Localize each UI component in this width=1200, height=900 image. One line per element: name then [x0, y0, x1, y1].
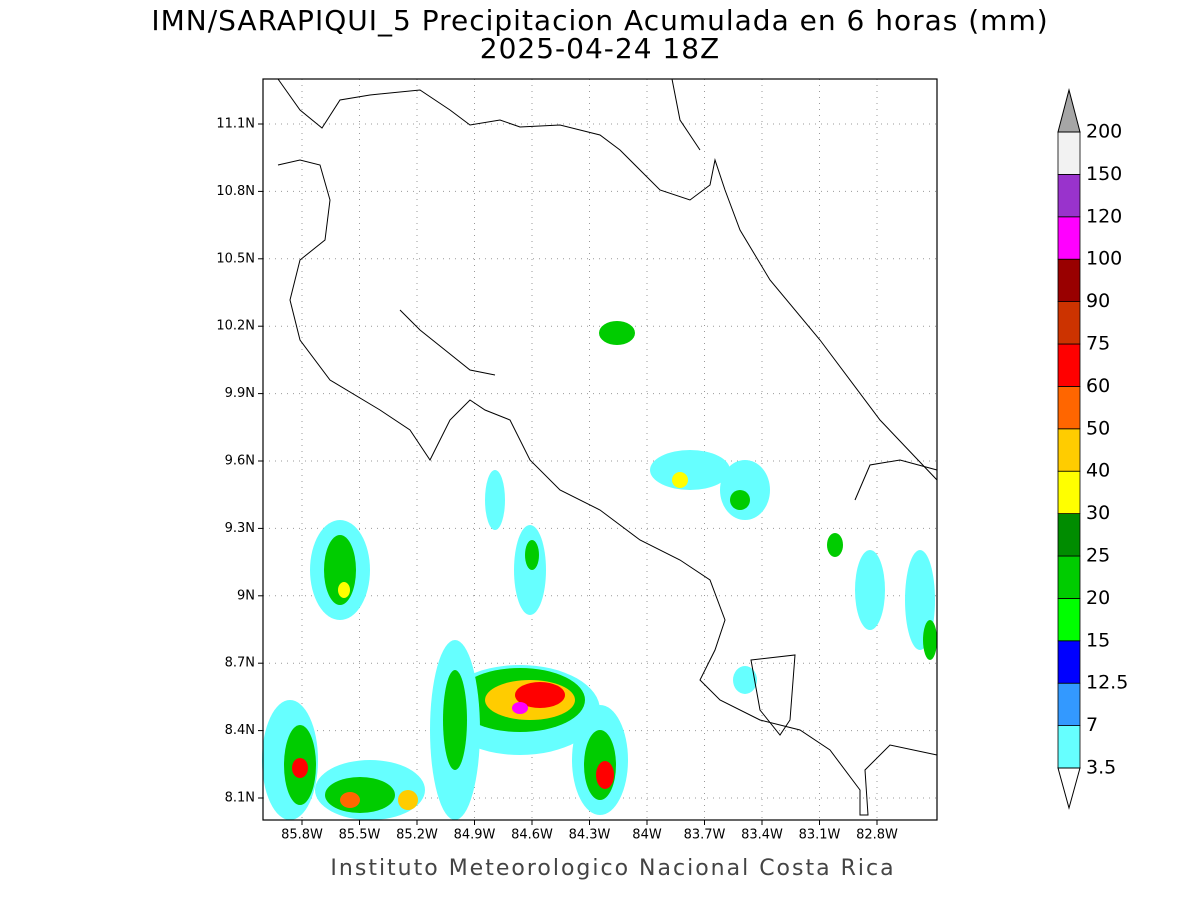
colorbar-under	[1057, 767, 1081, 810]
lon-label: 84.3W	[569, 828, 611, 843]
colorbar-label: 100	[1086, 248, 1122, 270]
colorbar-label: 3.5	[1086, 757, 1116, 779]
colorbar-label: 150	[1086, 163, 1122, 185]
colorbar-label: 20	[1086, 587, 1110, 609]
lat-label: 9.3N	[225, 521, 255, 536]
colorbar-label: 90	[1086, 290, 1110, 312]
lon-label: 84W	[632, 828, 662, 843]
lon-label: 82.8W	[856, 828, 898, 843]
colorbar-label: 15	[1086, 629, 1110, 651]
map-frame	[262, 78, 938, 821]
lon-label: 84.6W	[511, 828, 553, 843]
lat-label: 11.1N	[216, 117, 255, 132]
colorbar-box	[1057, 513, 1081, 557]
lon-label: 85.2W	[396, 828, 438, 843]
coastlines	[277, 78, 938, 816]
colorbar-label: 40	[1086, 460, 1110, 482]
colorbar-label: 50	[1086, 417, 1110, 439]
lon-label: 85.5W	[339, 828, 381, 843]
lat-label: 8.4N	[225, 723, 255, 738]
colorbar-label: 12.5	[1086, 672, 1128, 694]
lat-label: 9.6N	[225, 454, 255, 469]
lat-label: 10.5N	[216, 251, 255, 266]
lon-label: 83.4W	[741, 828, 783, 843]
colorbar-label: 7	[1086, 714, 1098, 736]
lon-label: 85.8W	[281, 828, 323, 843]
subtitle: 2025-04-24 18Z	[480, 32, 720, 65]
lon-label: 84.9W	[454, 828, 496, 843]
colorbar-box	[1057, 470, 1081, 515]
colorbar-box	[1057, 301, 1081, 345]
colorbar-box	[1057, 598, 1081, 642]
colorbar-box	[1057, 258, 1081, 303]
colorbar-label: 200	[1086, 121, 1122, 143]
lat-label: 9.9N	[225, 386, 255, 401]
lat-label: 10.8N	[216, 184, 255, 199]
colorbar-box	[1057, 385, 1081, 430]
lat-label: 8.1N	[225, 791, 255, 806]
lat-label: 9N	[237, 588, 255, 603]
lat-label: 10.2N	[216, 319, 255, 334]
colorbar: 3.5 7 12.5 15 20 25 30 40 50 60 75 90 100 120 150 200	[1057, 88, 1128, 810]
lon-label: 83.7W	[684, 828, 726, 843]
precipitation	[262, 321, 937, 820]
lat-label: 8.7N	[225, 656, 255, 671]
footer: Instituto Meteorologico Nacional Costa R…	[330, 856, 895, 881]
colorbar-label: 60	[1086, 375, 1110, 397]
lon-label: 83.1W	[799, 828, 841, 843]
colorbar-box	[1057, 131, 1081, 175]
colorbar-box	[1057, 173, 1081, 218]
colorbar-box	[1057, 343, 1081, 387]
colorbar-label: 120	[1086, 205, 1122, 227]
colorbar-box	[1057, 555, 1081, 599]
colorbar-box	[1057, 640, 1081, 684]
colorbar-box	[1057, 216, 1081, 260]
colorbar-box	[1057, 725, 1081, 769]
colorbar-box	[1057, 682, 1081, 727]
colorbar-label: 75	[1086, 333, 1110, 355]
title: IMN/SARAPIQUI_5 Precipitacion Acumulada …	[151, 4, 1048, 37]
colorbar-label: 25	[1086, 545, 1110, 567]
colorbar-box	[1057, 428, 1081, 472]
colorbar-label: 30	[1086, 502, 1110, 524]
colorbar-over	[1057, 88, 1081, 133]
